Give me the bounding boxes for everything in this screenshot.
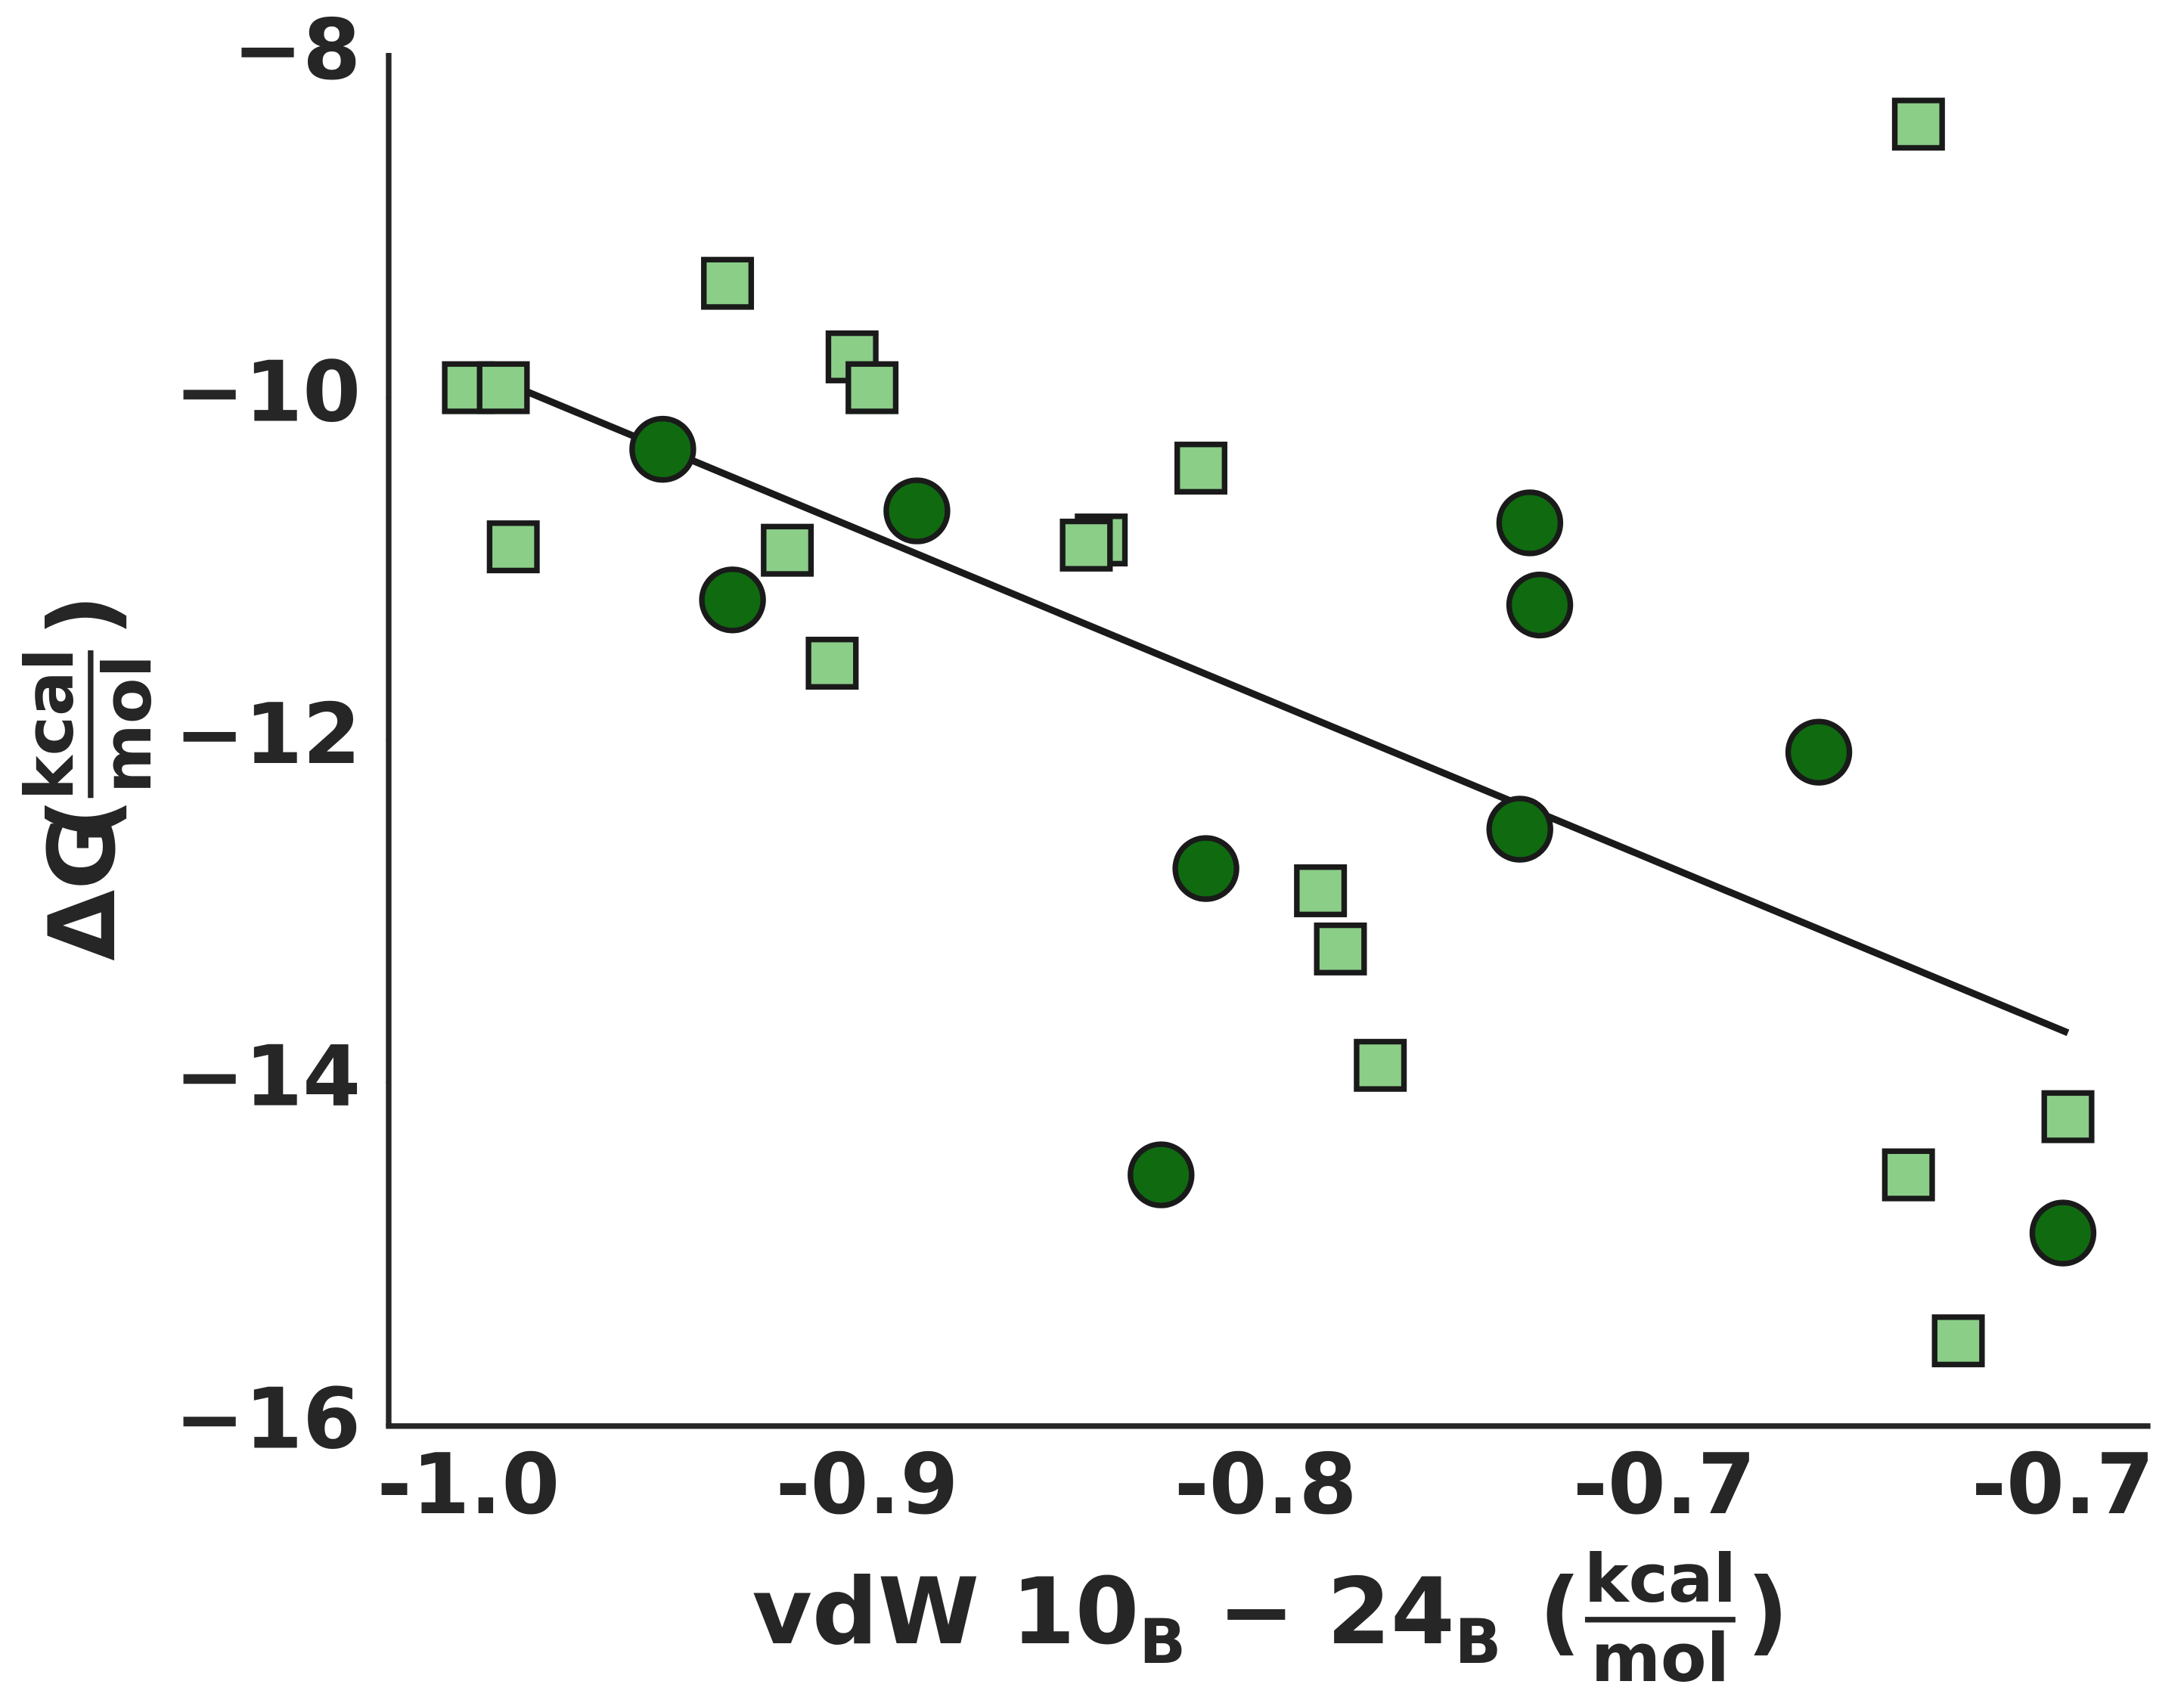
y-tick-label: −12 — [175, 686, 361, 783]
square-point — [1891, 98, 1945, 151]
x-label-part: vdW 10 — [752, 1558, 1140, 1665]
x-tick-label: -0.9 — [776, 1436, 959, 1534]
y-unit-numerator: kcal — [11, 648, 88, 800]
y-tick-label: −10 — [175, 344, 361, 442]
paren: ( — [1539, 1558, 1581, 1665]
fit-line — [511, 383, 2070, 1037]
circle-point — [629, 415, 696, 483]
square-point — [2041, 1090, 2095, 1143]
square-point — [701, 256, 755, 310]
square-point — [1314, 922, 1367, 976]
square-point — [845, 361, 899, 414]
circle-point — [1496, 489, 1564, 557]
circle-point — [1172, 835, 1239, 902]
y-tick-label: −16 — [175, 1370, 361, 1468]
circle-point — [699, 566, 766, 634]
square-point — [1354, 1038, 1407, 1092]
circle-point — [883, 477, 951, 544]
square-point — [1174, 442, 1228, 495]
x-label-sub: B — [1455, 1607, 1502, 1678]
square-point — [1931, 1314, 1985, 1368]
square-point — [1882, 1148, 1935, 1202]
circle-point — [2029, 1199, 2097, 1267]
x-unit-numerator: kcal — [1584, 1540, 1736, 1618]
circle-point — [1486, 796, 1553, 863]
y-tick-label: −8 — [233, 2, 361, 99]
square-point — [761, 523, 814, 577]
square-point — [486, 520, 540, 574]
y-axis-label: ΔG ( kcal mol ) — [11, 594, 166, 961]
circle-point — [1785, 718, 1853, 786]
paren: ) — [29, 594, 136, 637]
x-unit-denominator: mol — [1591, 1619, 1730, 1697]
paren: ( — [29, 798, 136, 840]
x-tick-label: -0.7 — [1971, 1436, 2155, 1534]
x-tick-label: -0.7 — [1573, 1436, 1756, 1534]
square-point — [1059, 518, 1113, 572]
square-point — [805, 637, 859, 690]
square-point — [1294, 864, 1348, 917]
y-unit-denominator: mol — [88, 655, 166, 793]
square-point — [476, 361, 530, 414]
y-tick-label: −14 — [175, 1028, 361, 1126]
x-label-sub: B — [1139, 1607, 1186, 1678]
x-label-part: − 24 — [1186, 1558, 1455, 1665]
x-axis-label: vdW 10B − 24B — [752, 1558, 1502, 1678]
circle-point — [1128, 1141, 1195, 1208]
x-tick-label: -1.0 — [377, 1436, 560, 1534]
x-tick-label: -0.8 — [1174, 1436, 1357, 1534]
paren: ) — [1747, 1558, 1789, 1665]
y-label-text: ΔG — [29, 814, 136, 961]
circle-point — [1506, 571, 1574, 639]
